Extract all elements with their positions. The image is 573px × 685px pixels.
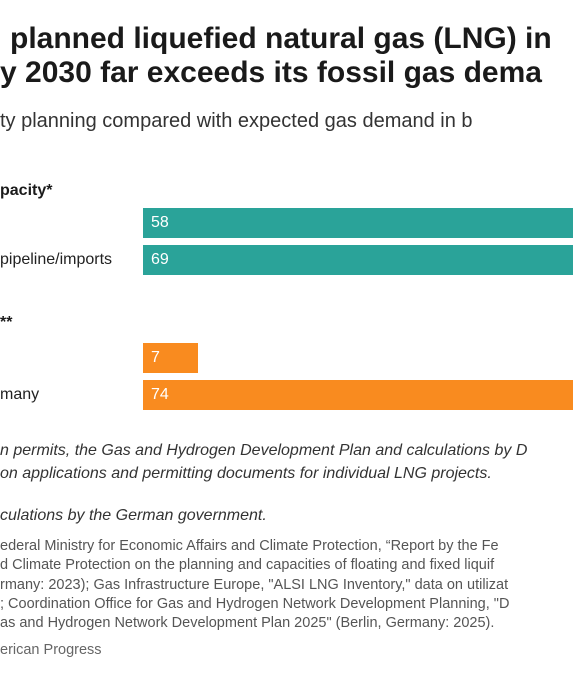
note-line-1: n permits, the Gas and Hydrogen Developm… — [0, 442, 528, 459]
group-label-demand: ** — [0, 314, 13, 331]
chart-title-line-2: y 2030 far exceeds its fossil gas dema — [0, 56, 542, 89]
bar-demand-germany: 74 — [143, 380, 573, 410]
category-label-pipeline-imports: pipeline/imports — [0, 251, 113, 268]
group-label-capacity: pacity* — [0, 182, 53, 199]
note-line-2: on applications and permitting documents… — [0, 465, 492, 482]
credit: erican Progress — [0, 642, 102, 658]
note-line-3: culations by the German government. — [0, 507, 267, 524]
bar-value-label: 69 — [151, 251, 169, 268]
source-line-4: ; Coordination Office for Gas and Hydrog… — [0, 596, 510, 612]
chart-subtitle: ty planning compared with expected gas d… — [0, 110, 473, 132]
source-line-5: as and Hydrogen Network Development Plan… — [0, 615, 495, 631]
bar-value-label: 7 — [151, 349, 160, 366]
source-line-1: ederal Ministry for Economic Affairs and… — [0, 538, 499, 554]
chart-title-line-1: planned liquefied natural gas (LNG) in — [10, 22, 552, 55]
bar-value-label: 58 — [151, 214, 169, 231]
category-label-germany: many — [0, 386, 40, 403]
source-line-2: d Climate Protection on the planning and… — [0, 557, 495, 573]
bar-demand-1: 7 — [143, 343, 198, 373]
bar-capacity-1: 58 — [143, 208, 573, 238]
bar-value-label: 74 — [151, 386, 169, 403]
bar-capacity-pipeline-imports: 69 — [143, 245, 573, 275]
source-line-3: rmany: 2023); Gas Infrastructure Europe,… — [0, 577, 509, 593]
